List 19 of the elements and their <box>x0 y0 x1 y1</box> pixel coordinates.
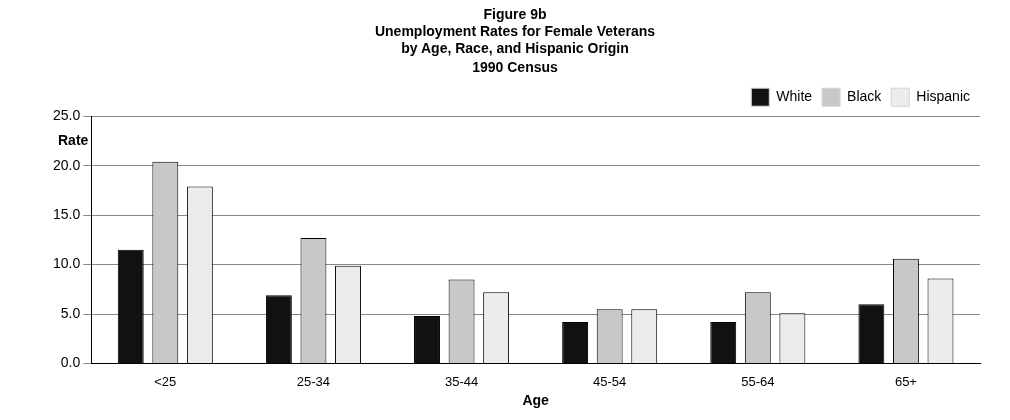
chart-subtitle: 1990 Census <box>472 58 559 75</box>
x-tick-label: 25-34 <box>296 373 331 389</box>
x-tick-label: 45-54 <box>593 373 627 389</box>
x-tick-label: 55-64 <box>741 373 775 389</box>
y-tick-label: 15.0 <box>53 206 81 223</box>
y-tick-label: 25.0 <box>53 107 81 124</box>
x-tick-label: <25 <box>154 373 177 389</box>
chart-title: Figure 9b Unemployment Rates for Female Veterans by Age, Race, and Hispanic Origin <box>374 6 656 56</box>
x-tick-label: 65+ <box>894 373 917 389</box>
legend-label: White <box>776 88 813 105</box>
y-tick-label: 10.0 <box>53 255 81 272</box>
y-axis-title: Rate <box>58 132 89 148</box>
x-tick-label: 35-44 <box>444 373 479 389</box>
legend-label: Hispanic <box>916 88 971 105</box>
y-tick-label: 20.0 <box>53 156 81 173</box>
y-tick-label: 0.0 <box>60 354 81 371</box>
y-tick-label: 5.0 <box>60 304 81 321</box>
x-axis-title: Age <box>522 392 550 409</box>
legend-label: Black <box>847 88 883 105</box>
